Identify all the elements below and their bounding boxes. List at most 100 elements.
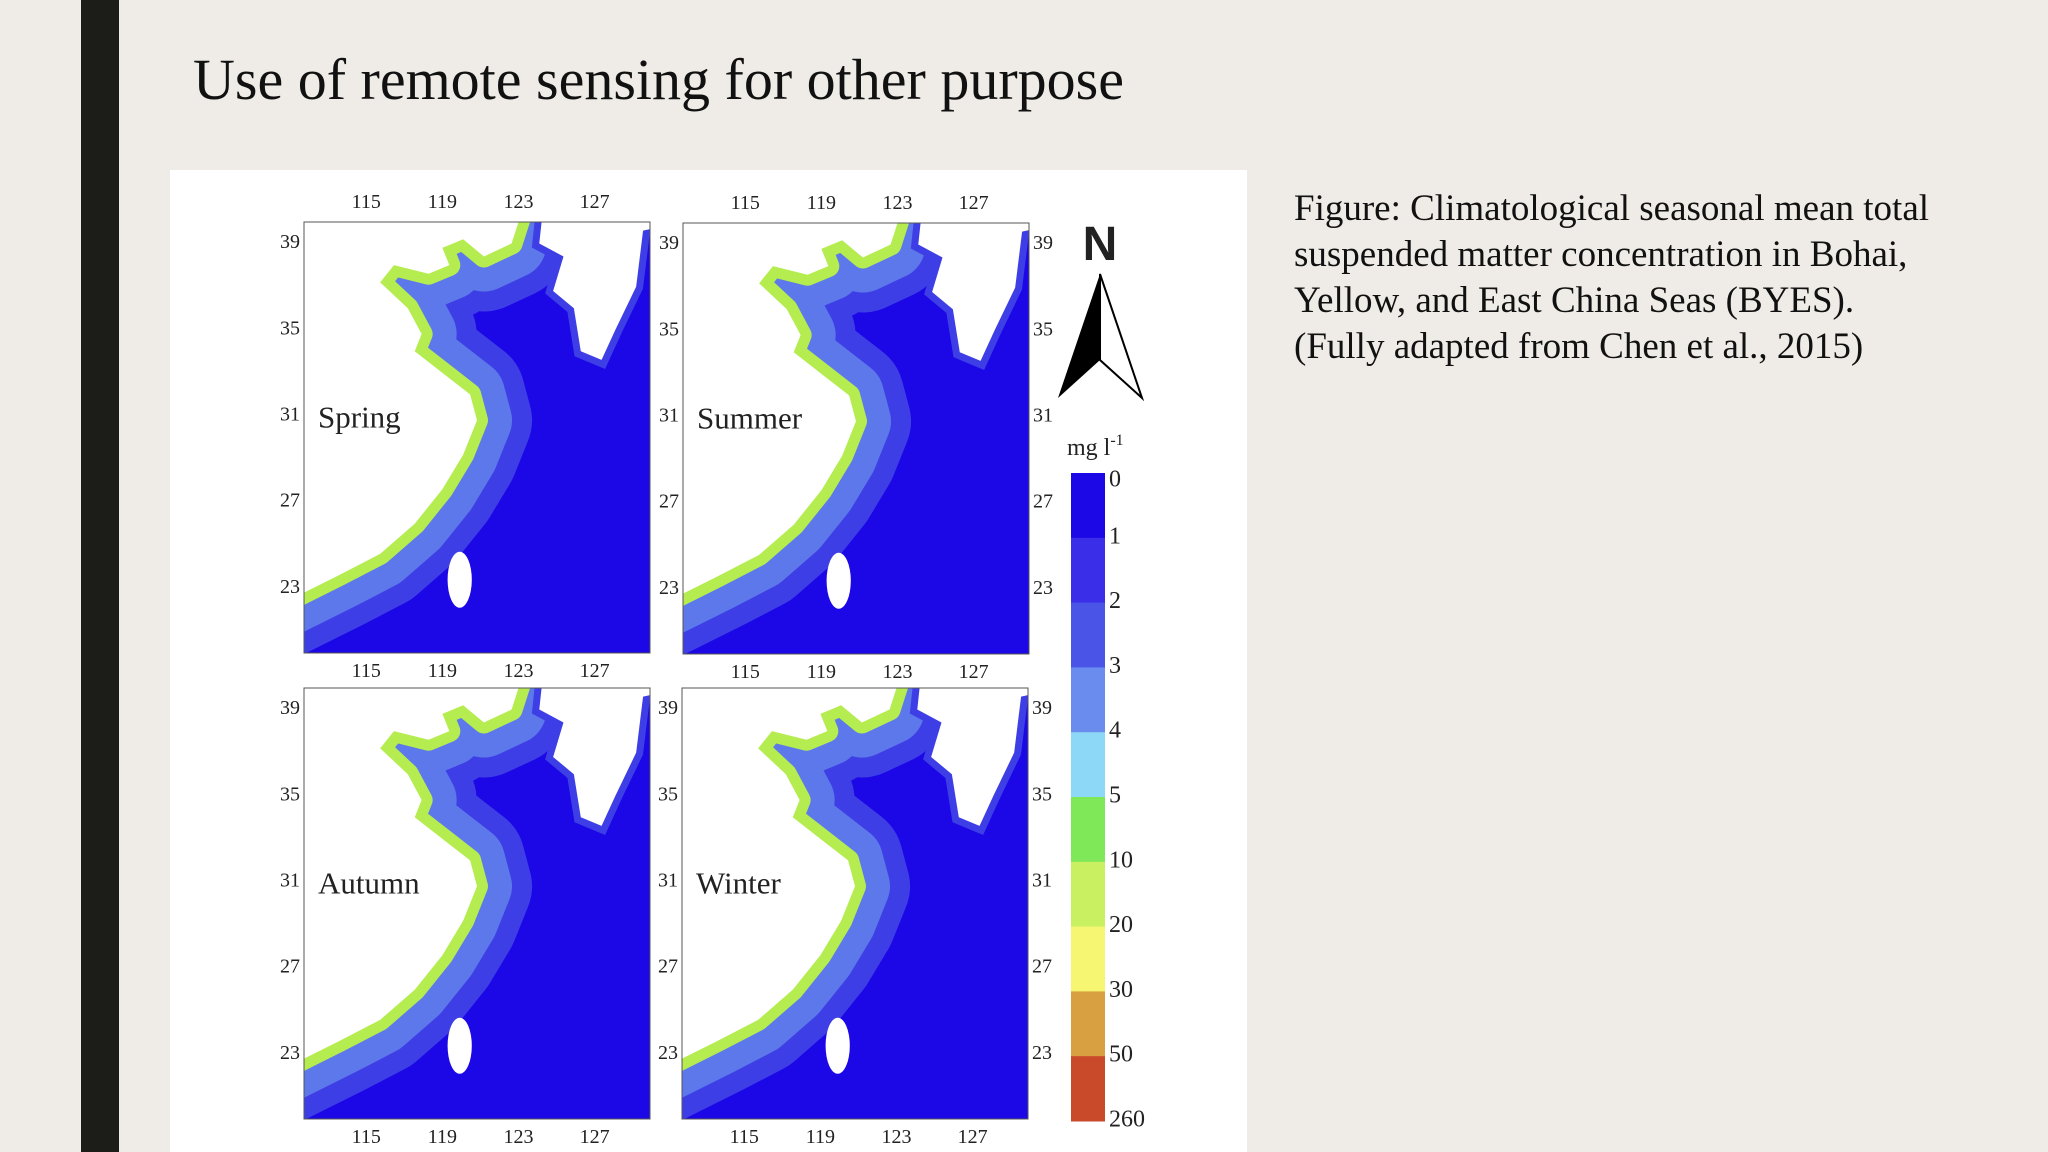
map-panel (304, 222, 650, 653)
land (539, 222, 650, 360)
lon-tick-label: 119 (428, 191, 457, 213)
island (447, 551, 472, 608)
map-panel (683, 223, 1029, 654)
colorbar-label: 2 (1109, 588, 1121, 614)
colorbar-segment (1071, 602, 1105, 668)
lon-tick-label: 127 (958, 1126, 988, 1148)
north-label: N (1083, 218, 1118, 271)
colorbar-label: 0 (1109, 467, 1121, 493)
lat-tick-label: 31 (1033, 405, 1053, 427)
colorbar-segment (1071, 537, 1105, 604)
lat-tick-label: 35 (659, 318, 679, 340)
lon-tick-label: 127 (580, 660, 610, 682)
lon-tick-label: 123 (882, 1126, 912, 1148)
lat-tick-label: 35 (1032, 783, 1052, 805)
lat-tick-label: 31 (659, 405, 679, 427)
panel-label: Autumn (318, 865, 420, 900)
side-bar (81, 0, 119, 1152)
lat-tick-label: 35 (658, 783, 678, 805)
lon-tick-label: 127 (959, 661, 989, 683)
lon-tick-label: 119 (807, 192, 836, 214)
lat-tick-label: 27 (280, 956, 300, 978)
lon-tick-label: 119 (428, 1126, 457, 1148)
colorbar-label: 4 (1109, 718, 1121, 744)
lon-tick-label: 115 (731, 661, 760, 683)
unit-exponent: -1 (1110, 432, 1123, 449)
slide-title: Use of remote sensing for other purpose (193, 47, 1124, 112)
panel-label: Winter (696, 865, 782, 900)
lon-tick-label: 123 (504, 660, 534, 682)
map-shapes (683, 223, 1029, 611)
colorbar-label: 50 (1109, 1042, 1133, 1068)
lat-tick-label: 23 (1033, 577, 1053, 599)
lon-tick-label: 123 (883, 192, 913, 214)
lat-tick-label: 23 (659, 577, 679, 599)
lon-tick-label: 115 (731, 192, 760, 214)
lat-tick-label: 27 (659, 491, 679, 513)
map-panel (682, 688, 1028, 1119)
north-arrow (1099, 273, 1145, 402)
lon-tick-label: 115 (352, 1126, 381, 1148)
land (304, 222, 519, 593)
lon-tick-label: 115 (352, 191, 381, 213)
lat-tick-label: 31 (280, 404, 300, 426)
lat-tick-label: 23 (658, 1042, 678, 1064)
lat-tick-label: 27 (280, 490, 300, 512)
lat-tick-label: 39 (659, 232, 679, 254)
lat-tick-label: 39 (280, 231, 300, 253)
colorbar-segment (1071, 473, 1105, 539)
lon-tick-label: 123 (883, 661, 913, 683)
caption-line: Figure: Climatological seasonal mean tot… (1294, 188, 1930, 229)
colorbar-label: 5 (1109, 783, 1121, 809)
map-shapes (304, 688, 650, 1076)
lat-tick-label: 31 (658, 870, 678, 892)
lat-tick-label: 35 (280, 317, 300, 339)
colorbar-unit: mg l-1 (1067, 432, 1124, 461)
lat-tick-label: 39 (658, 697, 678, 719)
island (447, 1017, 472, 1074)
lat-tick-label: 31 (1032, 870, 1052, 892)
lat-tick-label: 39 (280, 697, 300, 719)
lon-tick-label: 119 (806, 1126, 835, 1148)
lon-tick-label: 119 (807, 661, 836, 683)
lat-tick-label: 35 (280, 783, 300, 805)
panel-frame (681, 687, 1029, 1120)
lat-tick-label: 23 (280, 576, 300, 598)
colorbar-segment (1071, 732, 1105, 798)
land (918, 223, 1029, 361)
land (539, 688, 650, 826)
island (826, 552, 851, 609)
land (304, 688, 519, 1059)
lat-tick-label: 23 (1032, 1042, 1052, 1064)
panel-frame (682, 222, 1030, 655)
lon-tick-label: 115 (352, 660, 381, 682)
colorbar-label: 1 (1109, 523, 1121, 549)
caption-line: (Fully adapted from Chen et al., 2015) (1294, 326, 1864, 367)
colorbar-label: 3 (1109, 653, 1121, 679)
colorbar-segment (1071, 1056, 1105, 1122)
panel-label: Spring (318, 399, 401, 434)
colorbar-segment (1071, 861, 1105, 928)
panel-label: Summer (697, 400, 803, 435)
lat-tick-label: 27 (658, 956, 678, 978)
lon-tick-label: 127 (580, 191, 610, 213)
map-panel (304, 688, 650, 1119)
north-arrow (1058, 274, 1100, 398)
island (825, 1017, 850, 1074)
colorbar-label: 20 (1109, 912, 1133, 938)
lat-tick-label: 31 (280, 870, 300, 892)
lat-tick-label: 23 (280, 1042, 300, 1064)
colorbar-segment (1071, 797, 1105, 863)
lon-tick-label: 123 (504, 1126, 534, 1148)
map-shapes (682, 688, 1028, 1076)
lat-tick-label: 39 (1032, 697, 1052, 719)
panel-frame (303, 687, 651, 1120)
land (917, 688, 1028, 826)
map-shapes (304, 222, 650, 610)
lat-tick-label: 27 (1033, 491, 1053, 513)
lon-tick-label: 127 (959, 192, 989, 214)
lon-tick-label: 123 (504, 191, 534, 213)
colorbar-segment (1071, 926, 1105, 992)
colorbar-segment (1071, 667, 1105, 733)
